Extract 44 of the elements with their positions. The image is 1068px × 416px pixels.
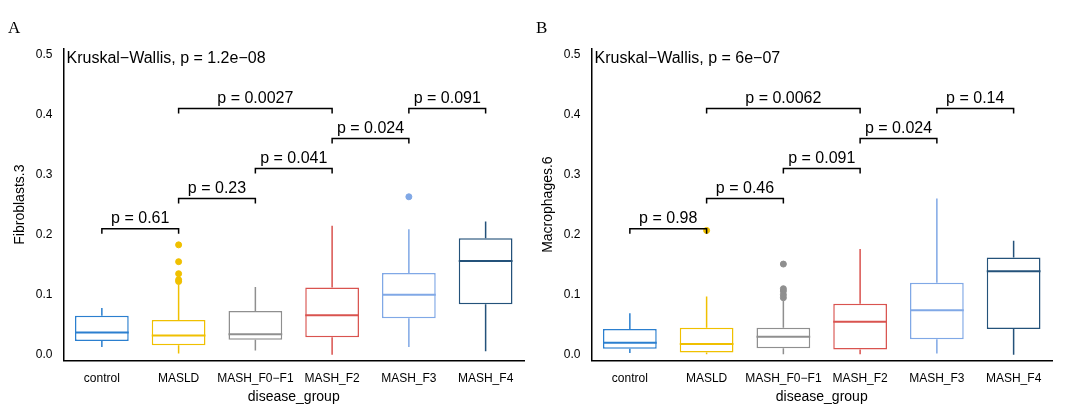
y-tick-label: 0.3 xyxy=(35,166,53,181)
annotation: p = 0.024 xyxy=(864,118,933,136)
x-tick-label: MASH_F3 xyxy=(381,371,437,386)
y-tick-label: 0.1 xyxy=(563,287,581,302)
chart-title: A xyxy=(8,17,21,37)
x-tick-label: control xyxy=(83,371,120,386)
y-tick-label: 0.0 xyxy=(563,347,581,362)
y-tick-label: 0.5 xyxy=(35,46,53,61)
y-tick-label: 0.1 xyxy=(35,287,53,302)
annotation: p = 0.091 xyxy=(413,88,481,106)
y-tick-label: 0.3 xyxy=(563,166,581,181)
annotation: p = 0.61 xyxy=(111,209,170,227)
annotation: p = 0.14 xyxy=(946,88,1005,106)
x-tick-label: MASLD xyxy=(157,371,200,386)
x-tick-label: MASH_F3 xyxy=(909,371,965,386)
annotation: p = 0.024 xyxy=(336,118,405,136)
annotation: p = 0.041 xyxy=(260,148,328,166)
y-axis-title: Fibroblasts.3 xyxy=(11,164,28,245)
x-tick-label: MASLD xyxy=(685,371,728,386)
x-axis-title: disease_group xyxy=(775,388,868,405)
annotation: p = 0.46 xyxy=(715,179,775,196)
annotation: Kruskal−Wallis, p = 1.2e−08 xyxy=(66,48,266,66)
y-tick-label: 0.4 xyxy=(563,106,581,121)
y-tick-label: 0.2 xyxy=(35,226,53,241)
x-tick-label: MASH_F4 xyxy=(457,371,514,386)
y-tick-label: 0.2 xyxy=(563,226,581,241)
x-tick-label: MASH_F2 xyxy=(304,371,361,386)
x-tick-label: control xyxy=(611,371,648,386)
annotation: p = 0.091 xyxy=(788,148,856,166)
y-tick-label: 0.5 xyxy=(563,46,581,61)
y-tick-label: 0.4 xyxy=(35,106,53,121)
annotation: p = 0.98 xyxy=(639,209,698,227)
x-tick-label: MASH_F2 xyxy=(832,371,889,386)
annotation: p = 0.0027 xyxy=(217,88,294,106)
y-tick-label: 0.0 xyxy=(35,347,53,362)
annotation: p = 0.0062 xyxy=(745,88,822,106)
annotation: Kruskal−Wallis, p = 6e−07 xyxy=(594,48,781,66)
y-axis-title: Macrophages.6 xyxy=(539,156,556,253)
x-axis-title: disease_group xyxy=(247,388,340,405)
x-tick-label: MASH_F0−F1 xyxy=(217,371,294,386)
x-tick-label: MASH_F0−F1 xyxy=(745,371,822,386)
chart-title: B xyxy=(536,17,548,37)
x-tick-label: MASH_F4 xyxy=(985,371,1042,386)
annotation: p = 0.23 xyxy=(187,179,247,196)
